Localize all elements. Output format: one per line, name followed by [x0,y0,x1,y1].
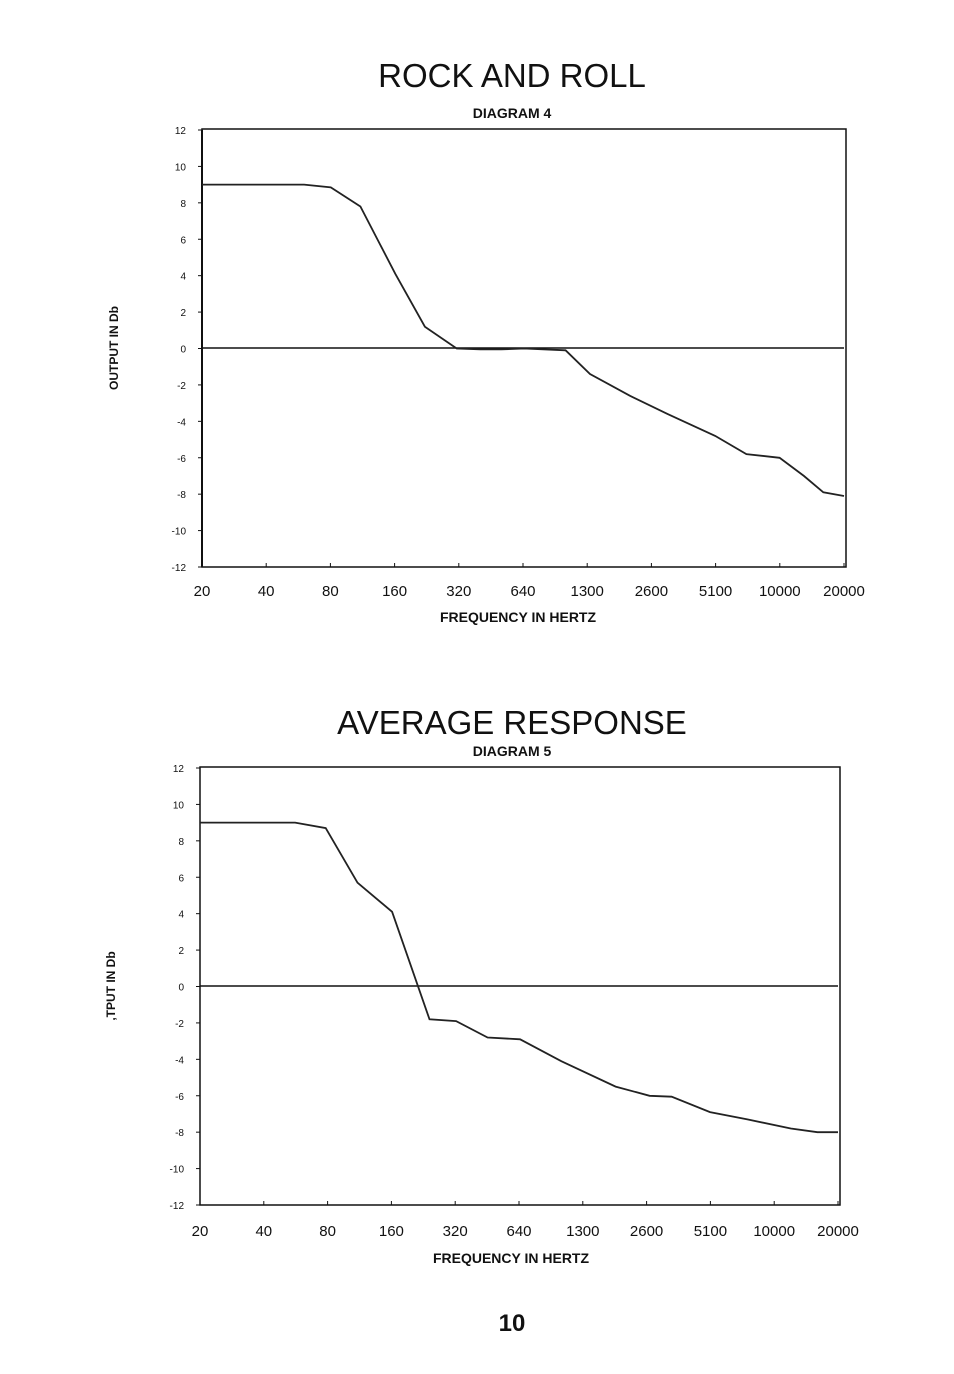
x-tick-label: 320 [446,583,471,600]
y-tick-label: 6 [180,235,186,246]
y-tick-label: 12 [175,126,187,137]
y-tick-label: 0 [178,983,184,994]
y-tick-label: -12 [172,563,187,574]
x-tick-label: 640 [510,583,535,600]
y-tick-label: -10 [170,1165,185,1176]
x-tick-label: 1300 [571,583,604,600]
y-tick-label: -2 [177,381,186,392]
x-tick-label: 80 [322,583,339,600]
x-tick-label: 20000 [823,583,865,600]
x-tick-label: 2600 [635,583,668,600]
y-tick-label: 2 [178,946,184,957]
chart-2-title: AVERAGE RESPONSE [337,704,687,741]
x-tick-label: 320 [443,1223,468,1240]
y-tick-label: -8 [175,1128,184,1139]
x-tick-label: 160 [379,1223,404,1240]
x-axis-label: FREQUENCY IN HERTZ [440,609,597,625]
x-axis-label: FREQUENCY IN HERTZ [433,1250,590,1266]
y-tick-label: 4 [180,272,186,283]
x-tick-label: 640 [506,1223,531,1240]
y-tick-label: -4 [177,417,186,428]
y-axis-label: ,TPUT IN Db [104,951,118,1020]
x-tick-label: 80 [319,1223,336,1240]
x-tick-label: 20000 [817,1223,859,1240]
y-tick-label: 10 [173,800,185,811]
x-tick-label: 10000 [753,1223,795,1240]
y-tick-label: 10 [175,162,187,173]
y-tick-label: -4 [175,1055,184,1066]
y-tick-label: -10 [172,527,187,538]
chart-1-subtitle: DIAGRAM 4 [472,105,552,121]
x-tick-label: 20 [192,1223,209,1240]
y-tick-label: -12 [170,1201,185,1212]
series-line [202,183,845,497]
x-tick-label: 2600 [630,1223,663,1240]
y-tick-label: 8 [180,199,186,210]
x-tick-label: 5100 [694,1223,727,1240]
x-tick-label: 5100 [699,583,732,600]
y-tick-label: -6 [177,454,186,465]
series-line [200,821,838,1134]
x-tick-label: 20 [194,583,211,600]
y-tick-label: 0 [180,345,186,356]
y-tick-label: 12 [173,764,185,775]
y-tick-label: 2 [180,308,186,319]
y-tick-label: 6 [178,873,184,884]
chart-1-title: ROCK AND ROLL [378,57,646,94]
y-tick-label: 4 [178,910,184,921]
y-tick-label: -8 [177,490,186,501]
y-axis-label: OUTPUT IN Db [107,306,121,390]
x-tick-label: 40 [258,583,275,600]
y-tick-label: -6 [175,1092,184,1103]
y-tick-label: 8 [178,837,184,848]
chart-2-subtitle: DIAGRAM 5 [472,743,552,759]
x-tick-label: 1300 [566,1223,599,1240]
x-tick-label: 160 [382,583,407,600]
y-tick-label: -2 [175,1019,184,1030]
x-tick-label: 40 [255,1223,272,1240]
page-number: 10 [498,1310,526,1337]
x-tick-label: 10000 [759,583,801,600]
